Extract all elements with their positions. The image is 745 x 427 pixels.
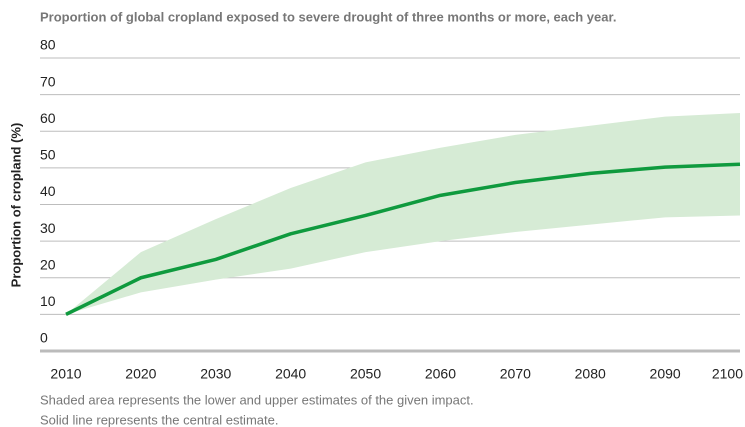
chart-title: Proportion of global cropland exposed to… [40, 9, 616, 24]
note: Shaded area represents the lower and upp… [40, 392, 474, 407]
estimate-band [66, 112, 740, 315]
note: Solid line represents the central estima… [40, 412, 278, 427]
central-line [65, 162, 741, 316]
y-tick-label: 70 [40, 73, 56, 89]
x-tick-label: 2010 [50, 366, 81, 382]
x-tick-label: 2030 [200, 366, 231, 382]
x-tick-label: 2070 [500, 366, 531, 382]
x-tick-label: 2040 [275, 366, 306, 382]
y-tick-label: 30 [40, 220, 56, 236]
x-tick-label: 2050 [350, 366, 381, 382]
x-tick-label: 2090 [650, 366, 681, 382]
y-tick-label: 40 [40, 183, 56, 199]
y-tick-label: 0 [40, 330, 48, 346]
y-tick-label: 20 [40, 256, 56, 272]
y-tick-label: 60 [40, 110, 56, 126]
y-tick-label: 10 [40, 293, 56, 309]
y-tick-label: 50 [40, 147, 56, 163]
x-tick-label: 2100 [712, 366, 743, 382]
y-axis-label: Proportion of cropland (%) [8, 123, 23, 288]
x-tick-label: 2080 [575, 366, 606, 382]
x-tick-label: 2020 [125, 366, 156, 382]
x-tick-label: 2060 [425, 366, 456, 382]
y-tick-label: 80 [40, 37, 56, 53]
